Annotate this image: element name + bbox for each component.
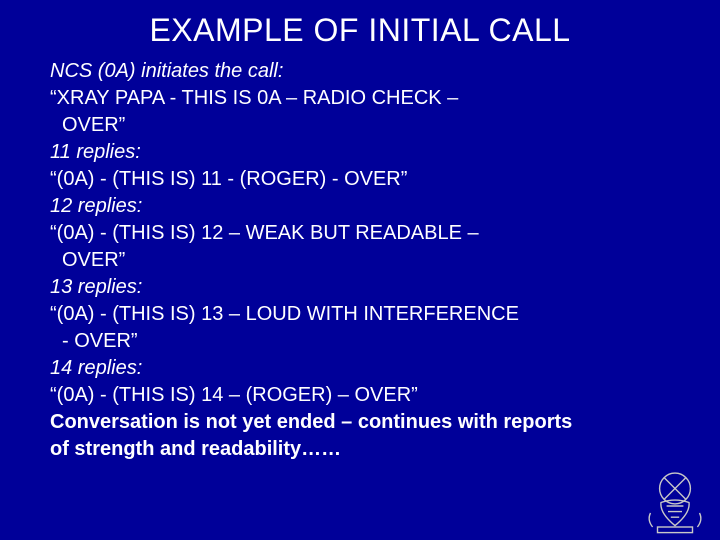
reply-11-text: “(0A) - (THIS IS) 11 - (ROGER) - OVER”: [50, 167, 670, 192]
continuation-note-line2: of strength and readability……: [50, 437, 670, 462]
reply-14-label: 14 replies:: [50, 356, 670, 381]
ncs-call-line2: OVER”: [50, 113, 670, 138]
reply-13-line2: - OVER”: [50, 329, 670, 354]
reply-12-line2: OVER”: [50, 248, 670, 273]
ncs-initiates-label: NCS (0A) initiates the call:: [50, 59, 670, 84]
ncs-call-line1: “XRAY PAPA - THIS IS 0A – RADIO CHECK –: [50, 86, 670, 111]
reply-12-label: 12 replies:: [50, 194, 670, 219]
continuation-note-line1: Conversation is not yet ended – continue…: [50, 410, 670, 435]
reply-13-label: 13 replies:: [50, 275, 670, 300]
slide-body: NCS (0A) initiates the call: “XRAY PAPA …: [50, 59, 670, 462]
reply-11-label: 11 replies:: [50, 140, 670, 165]
reply-13-line1: “(0A) - (THIS IS) 13 – LOUD WITH INTERFE…: [50, 302, 670, 327]
slide-title: EXAMPLE OF INITIAL CALL: [50, 12, 670, 49]
reply-12-line1: “(0A) - (THIS IS) 12 – WEAK BUT READABLE…: [50, 221, 670, 246]
reply-14-text: “(0A) - (THIS IS) 14 – (ROGER) – OVER”: [50, 383, 670, 408]
crest-icon: [640, 464, 710, 534]
